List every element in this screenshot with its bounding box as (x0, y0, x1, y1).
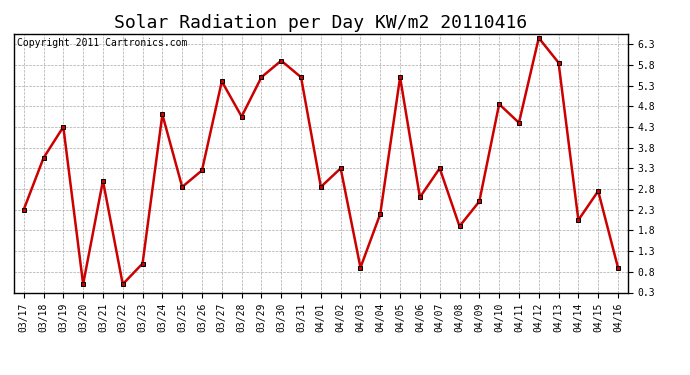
Title: Solar Radiation per Day KW/m2 20110416: Solar Radiation per Day KW/m2 20110416 (115, 14, 527, 32)
Text: Copyright 2011 Cartronics.com: Copyright 2011 Cartronics.com (17, 38, 187, 48)
